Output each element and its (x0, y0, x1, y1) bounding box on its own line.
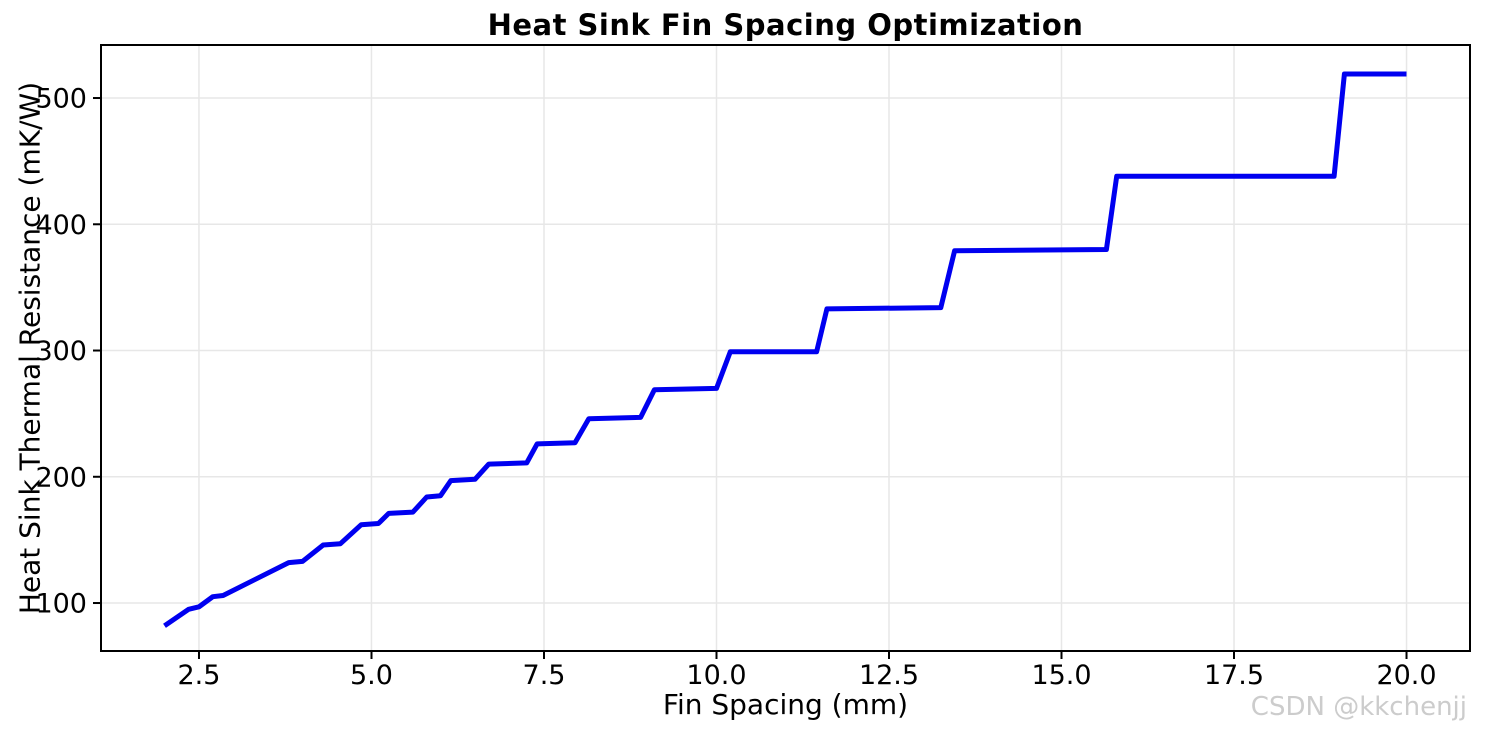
y-tick-label: 400 (35, 210, 87, 241)
x-tick-label: 2.5 (178, 660, 221, 691)
y-tick-label: 500 (35, 84, 87, 115)
x-tick-label: 12.5 (859, 660, 919, 691)
y-tick-label: 300 (35, 336, 87, 367)
x-axis-label: Fin Spacing (mm) (662, 688, 909, 721)
x-tick-label: 7.5 (523, 660, 566, 691)
y-axis-label: Heat Sink Thermal Resistance (mK/W) (13, 81, 47, 615)
data-line-heat-sink-thermal-resistance (163, 71, 1407, 628)
y-tick-label: 100 (35, 589, 87, 620)
x-tick-label: 15.0 (1031, 660, 1091, 691)
chart-title: Heat Sink Fin Spacing Optimization (487, 8, 1084, 42)
x-tick-label: 20.0 (1376, 660, 1436, 691)
watermark-text: CSDN @kkchenjj (1250, 692, 1467, 722)
x-tick-label: 10.0 (686, 660, 746, 691)
y-tick-label: 200 (35, 462, 87, 493)
x-tick-label: 17.5 (1204, 660, 1264, 691)
x-tick-label: 5.0 (350, 660, 393, 691)
plot-border (100, 44, 1471, 652)
